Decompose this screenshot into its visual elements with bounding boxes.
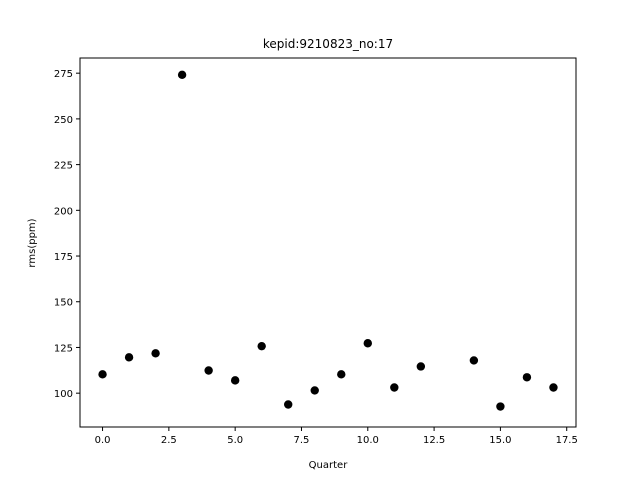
data-point (416, 362, 426, 371)
y-tick-label: 125 (54, 343, 73, 354)
data-point (284, 400, 293, 409)
data-point (98, 370, 107, 379)
x-tick-label: 12.5 (423, 435, 445, 446)
data-point (230, 376, 240, 385)
data-point (310, 386, 319, 395)
x-tick-label: 15.0 (489, 435, 511, 446)
y-tick-label: 275 (54, 69, 73, 80)
x-tick-label: 5.0 (227, 435, 243, 446)
data-point (363, 339, 372, 348)
data-point (522, 373, 532, 382)
y-axis-label: rms(ppm) (27, 218, 38, 267)
data-point (469, 356, 479, 365)
y-tick-label: 100 (54, 389, 73, 400)
x-axis: 0.0 2.5 5.0 7.5 10.0 12.5 15.0 17.5 (95, 427, 578, 446)
y-tick-label: 175 (54, 252, 73, 263)
data-point (549, 383, 558, 392)
x-tick-label: 7.5 (294, 435, 310, 446)
x-tick-label: 17.5 (556, 435, 578, 446)
y-tick-label: 225 (54, 161, 73, 172)
x-axis-label: Quarter (309, 460, 349, 471)
x-tick-label: 0.0 (95, 435, 111, 446)
y-axis: 100 125 150 175 200 225 250 275 (54, 69, 80, 400)
y-tick-label: 250 (54, 115, 73, 126)
plot-area-frame (79, 57, 577, 428)
data-points (98, 70, 558, 411)
data-point (177, 70, 187, 80)
data-point (390, 383, 399, 392)
x-tick-label: 2.5 (161, 435, 177, 446)
data-point (337, 370, 346, 379)
y-tick-label: 150 (54, 298, 73, 309)
data-point (496, 402, 505, 411)
data-point (257, 341, 266, 351)
y-tick-label: 200 (54, 206, 73, 217)
data-point (151, 349, 160, 358)
chart-title: kepid:9210823_no:17 (263, 37, 393, 51)
x-tick-label: 10.0 (357, 435, 379, 446)
data-point (124, 353, 134, 362)
data-point (204, 366, 213, 375)
